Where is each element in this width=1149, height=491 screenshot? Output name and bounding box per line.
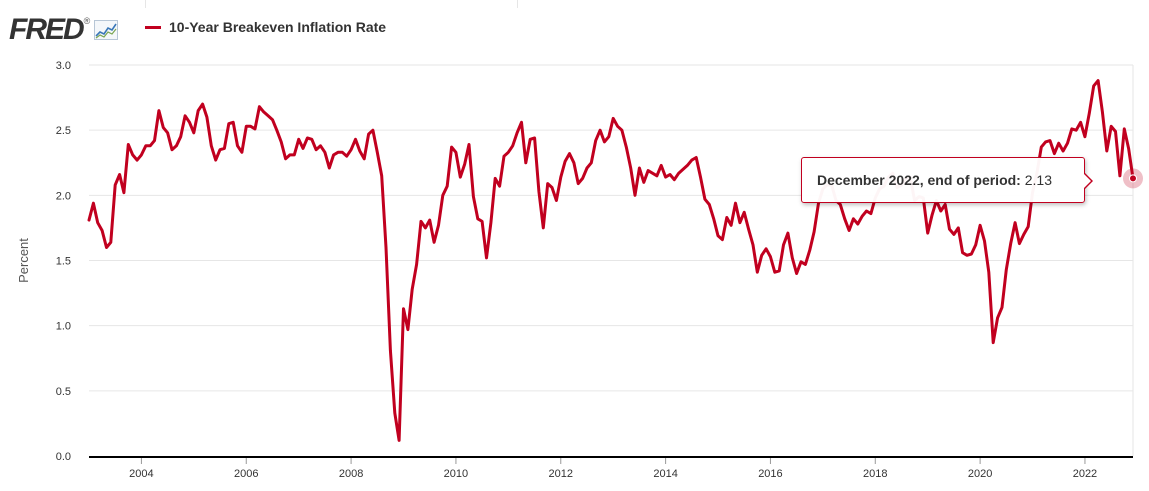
x-tick-label: 2010 [444,468,468,480]
legend-swatch [145,25,161,29]
y-tick-label: 2.0 [56,190,71,202]
tooltip-value: 2.13 [1024,172,1052,188]
series-line[interactable] [87,79,1135,442]
series-group [87,79,1135,442]
y-tick-label: 1.0 [56,321,71,333]
x-tick-label: 2012 [549,468,573,480]
tooltip-arrow-inner [1083,173,1091,189]
x-tick-label: 2020 [968,468,992,480]
line-graph-icon [94,20,119,40]
tooltip-date-label: December 2022, end of period: [817,172,1021,188]
x-tick-label: 2018 [863,468,887,480]
hover-point-marker [1123,168,1143,189]
chart-legend[interactable]: 10-Year Breakeven Inflation Rate [145,19,386,35]
registered-mark: ® [83,16,91,26]
y-tick-label: 0.0 [56,451,71,463]
x-tick-label: 2008 [339,468,363,480]
data-tooltip: December 2022, end of period: 2.13 [801,157,1093,203]
x-tick-label: 2006 [234,468,258,480]
chart-header: FRED ® 10-Year Breakeven Inflation Rate [0,0,1149,52]
y-tick-label: 1.5 [56,256,71,268]
y-tick-label: 3.0 [56,60,71,72]
x-tick-label: 2022 [1073,468,1097,480]
y-axis-ticks: 0.0 0.5 1.0 1.5 2.0 2.5 3.0 [56,60,71,463]
fred-logo[interactable]: FRED ® [9,13,119,46]
hover-point[interactable] [1129,174,1137,183]
fred-logo-text: FRED [9,13,85,46]
x-tick-label: 2016 [758,468,782,480]
y-tick-label: 0.5 [56,386,71,398]
x-tick-label: 2004 [129,468,153,480]
y-axis-label: Percent [16,238,31,283]
x-axis-ticks: 2004 2006 2008 2010 2012 2014 2016 2018 2020 2022 [129,458,1097,480]
tooltip-text: December 2022, end of period: 2.13 [817,172,1052,188]
y-tick-label: 2.5 [56,125,71,137]
header-divider [145,0,146,8]
header-divider [517,0,518,8]
x-tick-label: 2014 [653,468,677,480]
legend-series-label: 10-Year Breakeven Inflation Rate [169,19,387,35]
